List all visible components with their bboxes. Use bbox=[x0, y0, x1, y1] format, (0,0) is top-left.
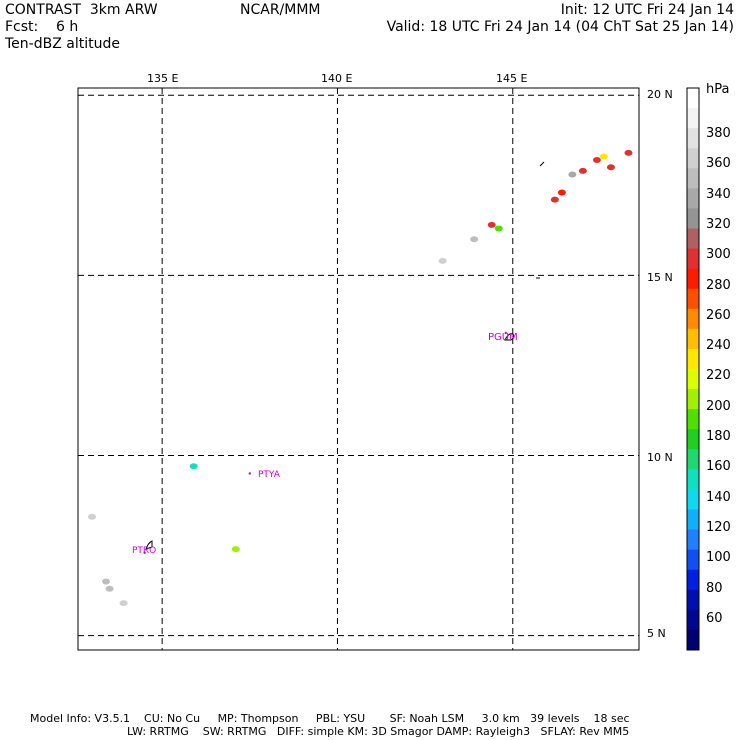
lon-label-145: 145 E bbox=[496, 72, 528, 85]
colorbar-swatch bbox=[687, 148, 699, 169]
colorbar-label: 160 bbox=[706, 459, 731, 475]
model-info-line1: Model Info: V3.5.1 CU: No Cu MP: Thompso… bbox=[30, 712, 630, 725]
colorbar bbox=[686, 87, 700, 651]
reflectivity-echoes bbox=[88, 149, 633, 607]
island-outline bbox=[539, 161, 545, 167]
colorbar-label: 380 bbox=[706, 126, 731, 141]
island-outlines bbox=[145, 161, 545, 550]
colorbar-swatch bbox=[687, 629, 699, 651]
echo-cell bbox=[592, 157, 601, 164]
init-time: Init: 12 UTC Fri 24 Jan 14 bbox=[560, 2, 734, 18]
colorbar-label: 180 bbox=[706, 429, 731, 444]
colorbar-label: 120 bbox=[706, 519, 731, 535]
colorbar-swatch bbox=[687, 369, 699, 390]
echo-cell bbox=[624, 149, 633, 156]
colorbar-swatch bbox=[687, 128, 699, 149]
colorbar-swatch bbox=[687, 228, 699, 250]
colorbar-swatch bbox=[687, 168, 699, 189]
colorbar-swatch bbox=[687, 449, 699, 470]
echo-cell bbox=[88, 513, 97, 520]
station-label-ptya: PTYA bbox=[258, 470, 280, 480]
station-label-ptro: PTRO bbox=[132, 546, 157, 556]
station-label-pgum: PGUM bbox=[488, 332, 518, 343]
station-dot bbox=[504, 331, 507, 335]
echo-cell bbox=[231, 546, 240, 553]
colorbar-swatch bbox=[687, 529, 699, 551]
lat-label-5: 5 N bbox=[647, 627, 666, 640]
colorbar-swatch bbox=[687, 509, 699, 531]
echo-cell bbox=[119, 600, 128, 607]
graticule bbox=[78, 88, 639, 650]
colorbar-swatch bbox=[687, 248, 699, 270]
colorbar-label: 140 bbox=[706, 489, 731, 505]
colorbar-swatch bbox=[687, 88, 699, 109]
station-markers bbox=[143, 331, 507, 554]
colorbar-swatch bbox=[687, 108, 699, 129]
colorbar-frame bbox=[686, 87, 700, 651]
palau-outline bbox=[145, 540, 153, 550]
echo-cell bbox=[105, 585, 114, 592]
echo-cell bbox=[189, 463, 198, 470]
colorbar-label: 240 bbox=[706, 338, 731, 354]
colorbar-label: 200 bbox=[706, 398, 731, 414]
colorbar-swatch bbox=[687, 208, 699, 229]
model-info-line2: LW: RRTMG SW: RRTMG DIFF: simple KM: 3D … bbox=[127, 725, 630, 738]
lat-label-20: 20 N bbox=[647, 88, 673, 101]
colorbar-swatch bbox=[687, 288, 699, 310]
model-title: CONTRAST 3km ARW bbox=[5, 2, 158, 18]
lon-label-135: 135 E bbox=[147, 72, 179, 85]
colorbar-label: 320 bbox=[706, 216, 731, 232]
colorbar-label: 340 bbox=[706, 186, 731, 202]
colorbar-unit: hPa bbox=[706, 82, 730, 97]
echo-cell bbox=[438, 257, 447, 264]
colorbar-swatch bbox=[687, 469, 699, 490]
valid-time: Valid: 18 UTC Fri 24 Jan 14 (04 ChT Sat … bbox=[386, 19, 734, 35]
colorbar-swatch bbox=[687, 429, 699, 450]
forecast-hour: Fcst: 6 h bbox=[5, 19, 79, 35]
station-dot bbox=[143, 551, 146, 554]
colorbar-swatch bbox=[687, 389, 699, 410]
colorbar-swatch bbox=[687, 328, 699, 350]
echo-cell bbox=[578, 167, 587, 174]
lat-label-10: 10 N bbox=[647, 451, 673, 464]
lat-label-15: 15 N bbox=[647, 271, 673, 284]
station-dot bbox=[248, 472, 252, 475]
colorbar-swatch bbox=[687, 188, 699, 209]
colorbar-swatch bbox=[687, 549, 699, 571]
org-title: NCAR/MMM bbox=[240, 2, 321, 18]
echo-cell bbox=[568, 171, 577, 178]
colorbar-swatch bbox=[687, 268, 699, 290]
colorbar-swatch bbox=[687, 348, 699, 370]
colorbar-swatch bbox=[687, 609, 699, 631]
echo-cell bbox=[487, 221, 496, 228]
colorbar-label: 360 bbox=[706, 156, 731, 172]
colorbar-label: 100 bbox=[706, 550, 731, 566]
colorbar-label: 280 bbox=[706, 277, 731, 293]
map-frame bbox=[77, 87, 640, 651]
colorbar-label: 300 bbox=[706, 247, 731, 263]
echo-cell bbox=[557, 189, 566, 196]
colorbar-label: 220 bbox=[706, 368, 731, 384]
colorbar-label: 60 bbox=[706, 610, 723, 626]
lon-label-140: 140 E bbox=[321, 72, 353, 85]
colorbar-label: 80 bbox=[706, 580, 723, 596]
echo-cell bbox=[470, 236, 479, 243]
colorbar-swatch bbox=[687, 409, 699, 430]
colorbar-swatch bbox=[687, 569, 699, 591]
colorbar-label: 260 bbox=[706, 307, 731, 323]
echo-cell bbox=[550, 196, 559, 203]
field-name: Ten-dBZ altitude bbox=[5, 36, 120, 52]
echo-cell bbox=[494, 225, 503, 232]
echo-cell bbox=[599, 153, 608, 160]
echo-cell bbox=[606, 164, 615, 171]
colorbar-swatch bbox=[687, 589, 699, 611]
echo-cell bbox=[102, 578, 111, 585]
colorbar-swatch bbox=[687, 489, 699, 510]
guam-outline bbox=[504, 333, 515, 341]
colorbar-swatch bbox=[687, 308, 699, 330]
